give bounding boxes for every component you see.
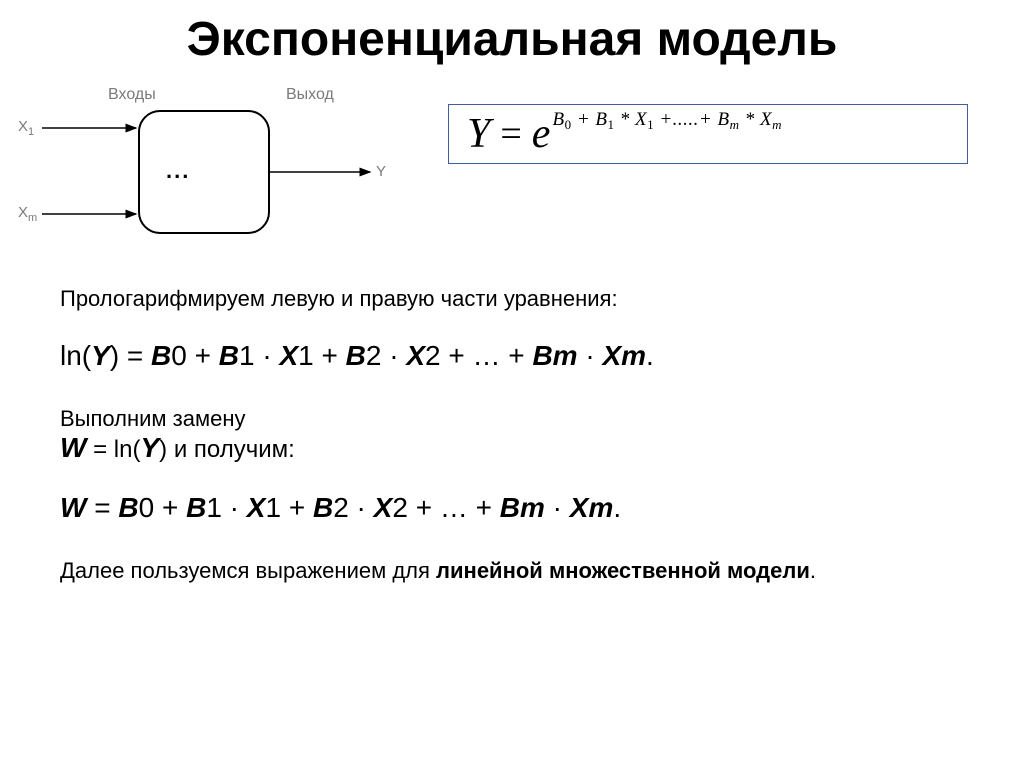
blackbox-diagram: Входы Выход ... X1 Xm Y	[18, 86, 418, 246]
exponential-formula: Y = e B0 + B1 * X1 +.....+ Bm * Xm	[448, 104, 968, 164]
formula-eq: =	[500, 112, 521, 156]
slide: Экспоненциальная модель Входы Выход ... …	[0, 0, 1024, 768]
text-conclusion: Далее пользуемся выражением для линейной…	[60, 558, 960, 584]
text-substitution: Выполним замену	[60, 406, 960, 432]
formula-w: W = B0 + B1 · X1 + B2 · X2 + … + Bm · Xm…	[60, 492, 960, 524]
body-text: Прологарифмируем левую и правую части ур…	[60, 286, 960, 584]
text-logarithm-intro: Прологарифмируем левую и правую части ур…	[60, 286, 960, 312]
formula-substitution: W = ln(Y) и получим:	[60, 432, 960, 464]
formula-Y: Y	[467, 110, 490, 158]
formula-ln: ln(Y) = B0 + B1 · X1 + B2 · X2 + … + Bm …	[60, 340, 960, 372]
slide-title: Экспоненциальная модель	[0, 12, 1024, 67]
formula-e: e	[532, 110, 551, 158]
formula-exponent: B0 + B1 * X1 +.....+ Bm * Xm	[552, 109, 782, 131]
diagram-arrows	[18, 86, 418, 246]
